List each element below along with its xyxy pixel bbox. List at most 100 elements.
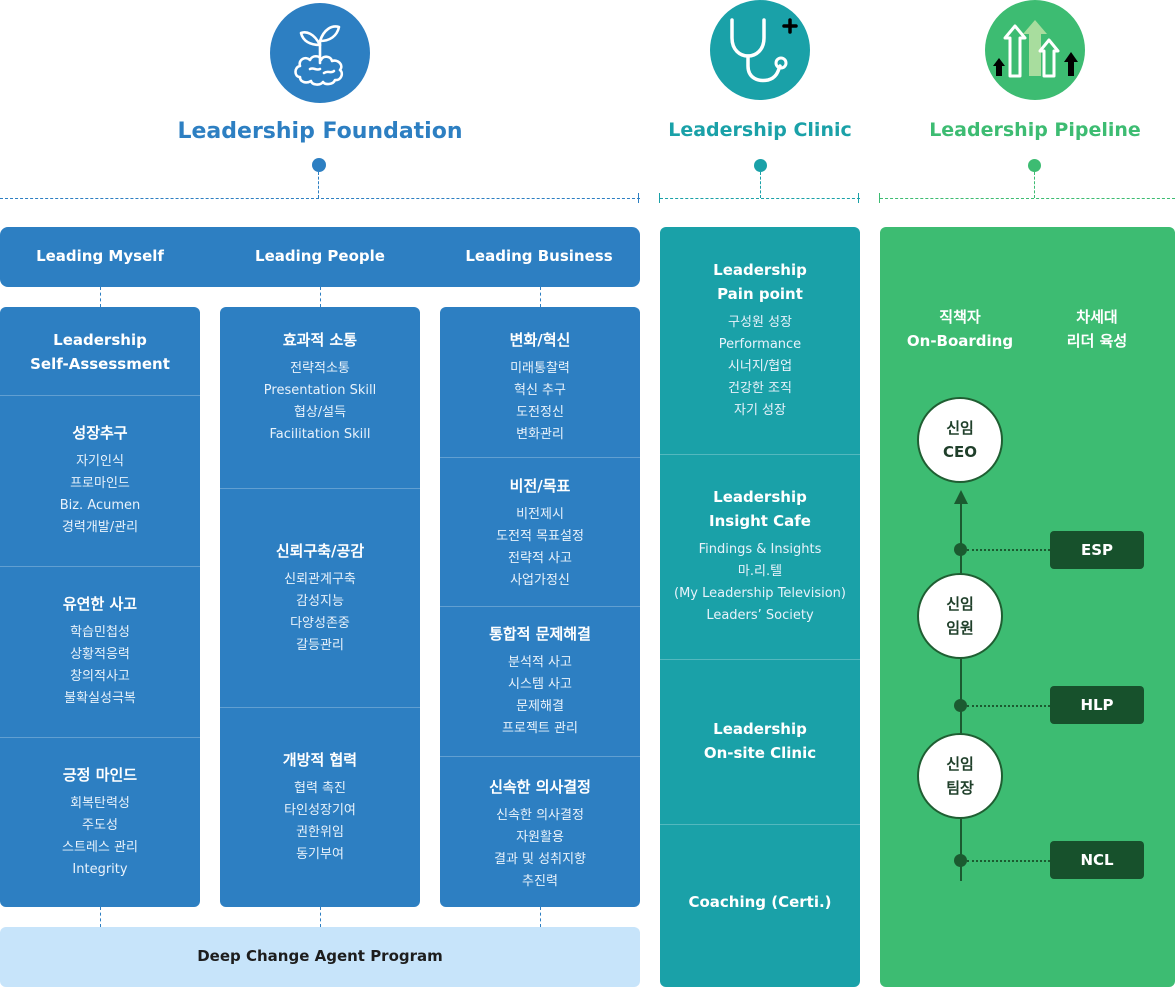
competency-item: 경력개발/관리: [61, 520, 139, 535]
competency-item: 신속한 의사결정: [496, 808, 584, 823]
clinic-item: (My Leadership Television): [674, 586, 846, 601]
pipeline-header-onboarding: 직책자 On-Boarding: [900, 305, 1020, 353]
competency-item: 학습민첩성: [70, 625, 130, 640]
pipeline-title: Leadership Pipeline: [929, 119, 1141, 141]
program-connector: [967, 860, 1050, 862]
clinic-item: Leaders’ Society: [706, 608, 814, 623]
node-new-executive: 신임 임원: [917, 573, 1003, 659]
competency-item: 신뢰관계구축: [284, 572, 356, 587]
competency-title: 변화/혁신: [509, 331, 571, 349]
clinic-cell: Coaching (Certi.): [660, 824, 860, 987]
deep-change-agent-program-bar: Deep Change Agent Program: [0, 927, 640, 987]
competency-item: 시스템 사고: [508, 677, 572, 692]
foundation-header-bar: Leading Myself Leading People Leading Bu…: [0, 227, 640, 287]
competency-item: 미래통찰력: [510, 361, 570, 376]
header-leading-people: Leading People: [255, 247, 385, 265]
connector-bottom-people: [320, 907, 321, 927]
program-ncl: NCL: [1050, 841, 1144, 879]
competency-title: 긍정 마인드: [62, 766, 138, 784]
competency-item: 자기인식: [76, 454, 124, 469]
node-label: 신임: [946, 419, 974, 437]
competency-cell: Leadership Self-Assessment: [0, 307, 200, 395]
brain-sprout-icon: [270, 3, 370, 103]
competency-title: Self-Assessment: [30, 355, 170, 373]
competency-item: 혁신 추구: [514, 383, 566, 398]
competency-item: Integrity: [72, 862, 128, 877]
competency-title: 신속한 의사결정: [489, 778, 591, 796]
node-label: 신임: [946, 755, 974, 773]
clinic-bracket-line: [660, 198, 860, 199]
competency-cell: 신속한 의사결정 신속한 의사결정 자원활용 결과 및 성취지향 추진력: [440, 756, 640, 907]
competency-item: 전략적소통: [290, 361, 350, 376]
foundation-bracket-line: [0, 198, 640, 199]
clinic-title: Leadership: [713, 720, 807, 738]
competency-title: 개방적 협력: [282, 751, 358, 769]
pipeline-header-line: 차세대: [1076, 308, 1118, 326]
competency-item: 권한위임: [296, 825, 344, 840]
competency-item: 주도성: [82, 818, 118, 833]
competency-item: 변화관리: [516, 427, 564, 442]
pipeline-header-line: 리더 육성: [1066, 332, 1128, 350]
clinic-item: 건강한 조직: [728, 381, 792, 396]
pipeline-junction: [954, 699, 967, 712]
competency-item: Presentation Skill: [263, 383, 377, 398]
connector-myself: [100, 287, 101, 307]
leading-people-column: 효과적 소통 전략적소통 Presentation Skill 협상/설득 Fa…: [220, 307, 420, 907]
competency-title: 성장추구: [72, 424, 128, 442]
competency-item: 비전제시: [516, 507, 564, 522]
program-hlp: HLP: [1050, 686, 1144, 724]
clinic-item: 시너지/협업: [727, 359, 793, 374]
connector-bottom-myself: [100, 907, 101, 927]
competency-item: 회복탄력성: [70, 796, 130, 811]
competency-item: 도전적 목표설정: [496, 529, 584, 544]
connector-bottom-business: [540, 907, 541, 927]
program-esp: ESP: [1050, 531, 1144, 569]
program-connector: [967, 549, 1050, 551]
pipeline-bracket-start: [879, 193, 880, 203]
arrow-up-icon: [954, 490, 968, 504]
growth-arrows-icon: [985, 0, 1085, 100]
competency-item: 결과 및 성취지향: [494, 852, 586, 867]
competency-item: 문제해결: [516, 699, 564, 714]
clinic-item: 자기 성장: [734, 403, 786, 418]
clinic-item: Findings & Insights: [698, 542, 822, 557]
competency-item: 타인성장기여: [284, 803, 356, 818]
competency-item: 창의적사고: [70, 669, 130, 684]
stethoscope-plus-icon: [710, 0, 810, 100]
competency-cell: 신뢰구축/공감 신뢰관계구축 감성지능 다양성존중 갈등관리: [220, 488, 420, 707]
competency-item: Biz. Acumen: [59, 498, 141, 513]
clinic-column: Leadership Pain point 구성원 성장 Performance…: [660, 227, 860, 987]
pipeline-junction: [954, 854, 967, 867]
deep-change-agent-program-label: Deep Change Agent Program: [197, 947, 443, 965]
competency-item: 협력 촉진: [294, 781, 346, 796]
node-new-ceo: 신임 CEO: [917, 397, 1003, 483]
competency-item: Facilitation Skill: [269, 427, 371, 442]
clinic-title: Pain point: [717, 285, 803, 303]
competency-item: 협상/설득: [293, 405, 347, 420]
clinic-title: Insight Cafe: [709, 512, 811, 530]
node-new-team-leader: 신임 팀장: [917, 733, 1003, 819]
competency-item: 상황적응력: [70, 647, 130, 662]
program-connector: [967, 705, 1050, 707]
connector-people: [320, 287, 321, 307]
leading-business-column: 변화/혁신 미래통찰력 혁신 추구 도전정신 변화관리 비전/목표 비전제시 도…: [440, 307, 640, 907]
competency-item: 불확실성극복: [64, 691, 136, 706]
clinic-cell: Leadership Pain point 구성원 성장 Performance…: [660, 227, 860, 454]
clinic-dot-line: [760, 172, 761, 198]
competency-title: Leadership: [53, 331, 147, 349]
competency-item: 전략적 사고: [508, 551, 572, 566]
leading-myself-column: Leadership Self-Assessment 성장추구 자기인식 프로마…: [0, 307, 200, 907]
foundation-dot: [312, 158, 326, 172]
competency-cell: 유연한 사고 학습민첩성 상황적응력 창의적사고 불확실성극복: [0, 566, 200, 737]
clinic-title: Leadership Clinic: [668, 119, 852, 141]
competency-title: 신뢰구축/공감: [275, 542, 365, 560]
competency-item: 다양성존중: [290, 616, 350, 631]
competency-title: 통합적 문제해결: [489, 625, 591, 643]
pipeline-line: [960, 503, 962, 881]
competency-item: 동기부여: [296, 847, 344, 862]
clinic-dot: [754, 159, 767, 172]
clinic-title: Leadership: [713, 488, 807, 506]
pipeline-junction: [954, 543, 967, 556]
clinic-item: 구성원 성장: [728, 315, 792, 330]
competency-cell: 효과적 소통 전략적소통 Presentation Skill 협상/설득 Fa…: [220, 307, 420, 488]
